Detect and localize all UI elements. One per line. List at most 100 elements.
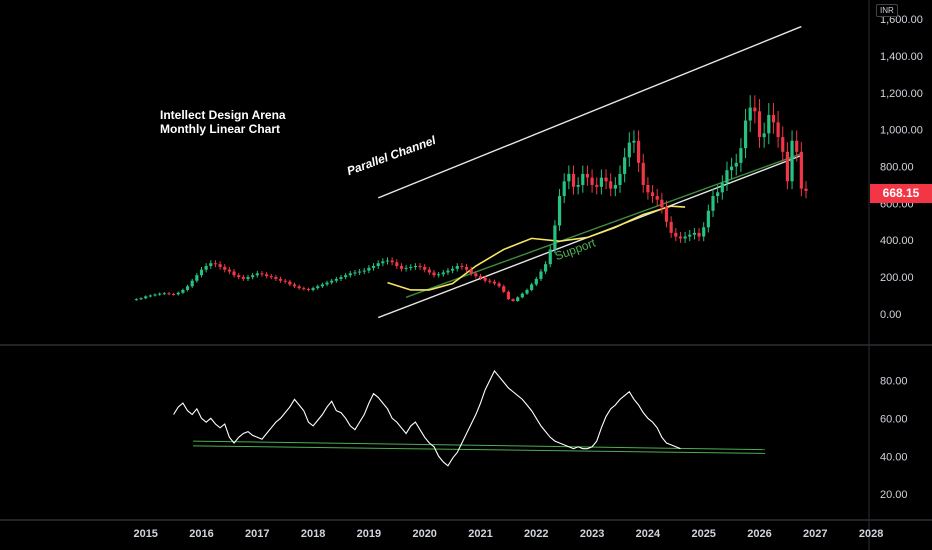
price-tick-label: 1,400.00 [880,51,923,63]
candle-body [334,278,338,281]
candle-body [771,114,776,123]
time-tick-label: 2015 [133,528,157,540]
trendline-channel-upper [377,25,802,199]
candle-body [520,293,524,298]
candle-body [506,291,510,300]
price-tick-label: 200.00 [880,272,914,284]
candle-body [650,192,655,197]
candle-body [358,271,362,273]
trendlines [377,25,802,319]
currency-badge[interactable]: INR [876,4,898,17]
candle-body [265,274,269,277]
chart-subtitle: Monthly Linear Chart [160,122,281,136]
candle-body [627,142,631,158]
moving-average-line [387,205,686,291]
candle-body [567,173,571,182]
candle-body [367,267,371,271]
candle-body [376,263,380,267]
price-tick-label: 1,200.00 [880,88,923,100]
candle-body [153,294,157,296]
candle-body [790,140,794,182]
candle-body [799,151,803,189]
candle-body [553,225,557,250]
candle-body [730,166,734,171]
candle-body [441,272,445,275]
candle-body [548,249,552,265]
candle-body [255,273,259,276]
candle-body [181,289,185,293]
candle-body [502,286,506,292]
price-tick-label: 1,000.00 [880,125,923,137]
candle-body [144,296,148,299]
time-tick-label: 2016 [189,528,213,540]
candle-body [395,262,399,267]
candle-body [720,183,724,193]
candle-body [585,173,590,178]
candle-body [427,269,431,273]
oscillator-tick-label: 20.00 [880,489,908,501]
candle-body [362,270,366,272]
candle-body [590,177,594,185]
candle-body [525,289,529,294]
candle-body [688,234,692,237]
candle-body [330,280,334,283]
candles [134,95,808,302]
candle-body [544,264,548,272]
candle-body [190,280,194,287]
time-tick-label: 2019 [357,528,381,540]
last-price-tag: 668.15 [870,184,932,203]
candle-body [767,114,771,134]
candle-body [795,140,799,152]
candle-body [660,199,664,208]
candle-body [762,133,766,138]
candle-body [223,266,227,270]
candle-body [390,260,394,263]
candle-body [172,294,176,296]
oscillator-tick-label: 60.00 [880,413,908,425]
oscillator-tick-label: 80.00 [880,375,908,387]
candle-body [497,283,501,287]
candle-body [469,269,473,274]
candle-body [785,151,789,182]
candle-body [432,272,436,276]
time-tick-label: 2023 [580,528,604,540]
candle-body [148,295,152,297]
candle-body [320,284,324,287]
oscillator-line [173,369,681,467]
candle-body [353,272,357,274]
candle-body [139,298,143,300]
candle-body [134,299,138,301]
candle-body [213,263,218,265]
candle-body [697,232,701,237]
time-tick-label: 2024 [636,528,661,540]
candle-body [776,122,780,138]
candle-body [371,266,376,268]
candle-body [655,196,659,200]
candle-body [209,263,213,267]
candle-body [241,277,245,279]
candle-body [162,293,166,295]
candle-body [251,275,255,278]
candle-body [306,289,311,291]
candle-body [711,196,715,211]
candle-body [678,236,683,239]
candle-body [232,271,236,276]
candle-body [595,184,599,187]
candle-body [534,278,538,285]
time-tick-label: 2018 [301,528,325,540]
candle-body [474,273,478,277]
time-tick-label: 2028 [859,528,883,540]
candle-body [664,207,669,222]
candle-body [269,276,273,278]
candle-body [404,267,408,269]
chart-title: Intellect Design Arena [160,108,286,122]
candle-body [418,266,422,268]
candle-body [158,293,162,295]
candle-body [637,140,641,163]
candle-body [409,266,413,268]
candle-body [609,181,613,189]
candle-body [381,261,385,264]
time-tick-label: 2020 [412,528,436,540]
price-tick-label: 1,600.00 [880,14,923,26]
